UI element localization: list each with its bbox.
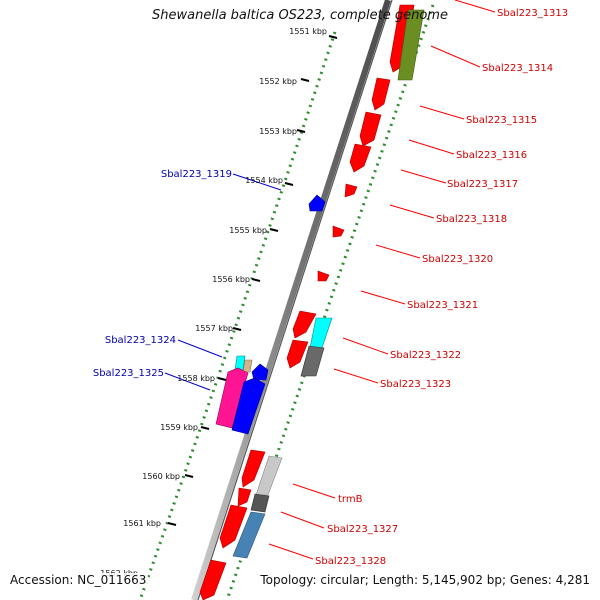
- gene-labels: Sbal223_1313 Sbal223_1314 Sbal223_1315 Sbal…: [93, 8, 568, 567]
- forward-strand-genes: [199, 4, 425, 600]
- gene-label: Sbal223_1321: [407, 300, 478, 311]
- accession-text: Accession: NC_011663: [8, 573, 149, 587]
- gene-label: Sbal223_1315: [466, 115, 537, 126]
- gene-arrow: [219, 504, 248, 549]
- gene-arrow: [349, 143, 372, 173]
- backbone-shadow: [197, 0, 393, 600]
- gene-arrow: [332, 225, 345, 238]
- gene-arrow: [317, 270, 330, 282]
- gene-label: Sbal223_1323: [380, 379, 451, 390]
- gene-label: Sbal223_1325: [93, 368, 164, 379]
- left-leader-lines: [164, 173, 282, 391]
- gene-arrow: [292, 310, 317, 339]
- kbp-tick-label: 1561 kbp: [123, 519, 161, 528]
- gene-arrow: [231, 377, 266, 435]
- gene-arrow: [199, 559, 227, 600]
- kbp-tick-label: 1551 kbp: [289, 27, 327, 36]
- gene-label: Sbal223_1319: [161, 169, 232, 180]
- gene-label: Sbal223_1317: [447, 179, 518, 190]
- gene-arrow: [359, 111, 382, 147]
- gene-label: Sbal223_1316: [456, 150, 527, 161]
- gene-arrow: [232, 511, 266, 559]
- kbp-tick-label: 1559 kbp: [160, 423, 198, 432]
- gene-label: Sbal223_1327: [327, 524, 398, 535]
- gene-label: Sbal223_1328: [315, 556, 386, 567]
- gene-arrow: [237, 487, 252, 507]
- gene-arrow: [241, 449, 266, 488]
- kbp-tick-marks: [167, 35, 338, 526]
- kbp-tick-label: 1553 kbp: [259, 127, 297, 136]
- gene-arrow: [255, 455, 283, 496]
- kbp-tick-label: 1558 kbp: [177, 374, 215, 383]
- kbp-tick-label: 1560 kbp: [142, 472, 180, 481]
- inner-dotted-ring: [138, 31, 337, 600]
- gene-arrow: [234, 355, 246, 371]
- gene-label: Sbal223_1314: [482, 63, 553, 74]
- gene-arrow: [308, 194, 326, 212]
- gene-label: trmB: [338, 494, 363, 505]
- map-title: Shewanella baltica OS223, complete genom…: [152, 8, 448, 23]
- right-leader-lines: [268, 0, 496, 560]
- gene-label: Sbal223_1322: [390, 350, 461, 361]
- topology-text: Topology: circular; Length: 5,145,902 bp…: [258, 573, 592, 587]
- gene-arrow: [397, 9, 425, 81]
- kbp-tick-label: 1555 kbp: [229, 226, 267, 235]
- gene-arrow: [371, 77, 391, 111]
- gene-label: Sbal223_1324: [105, 335, 176, 346]
- gene-label: Sbal223_1313: [497, 8, 568, 19]
- gene-label: Sbal223_1320: [422, 254, 493, 265]
- kbp-tick-label: 1556 kbp: [212, 275, 250, 284]
- gene-arrow: [286, 339, 309, 369]
- gene-arrow: [242, 359, 253, 373]
- reverse-strand-genes: [215, 194, 326, 435]
- kbp-tick-label: 1557 kbp: [195, 324, 233, 333]
- gene-arrow: [300, 345, 325, 377]
- gene-arrow: [309, 317, 333, 349]
- gene-arrow: [250, 493, 270, 513]
- gene-arrow: [344, 183, 358, 198]
- backbone-arc: [191, 0, 391, 600]
- gene-arrow: [251, 363, 269, 381]
- kbp-tick-label: 1554 kbp: [245, 176, 283, 185]
- gene-label: Sbal223_1318: [436, 214, 507, 225]
- kbp-tick-label: 1552 kbp: [259, 77, 297, 86]
